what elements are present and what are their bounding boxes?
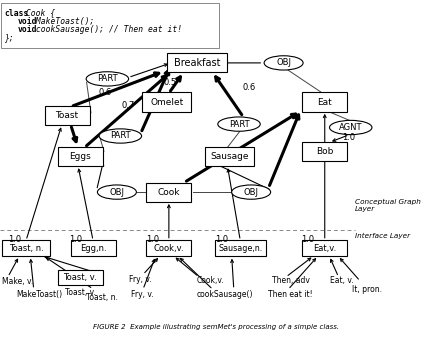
Text: Eat,v.: Eat,v. — [313, 244, 336, 253]
Text: Toast, n.: Toast, n. — [9, 244, 43, 253]
Text: Interface Layer: Interface Layer — [355, 233, 410, 239]
Text: Then eat it!: Then eat it! — [268, 290, 312, 299]
Text: 1.0: 1.0 — [215, 235, 228, 243]
Ellipse shape — [330, 120, 372, 135]
FancyBboxPatch shape — [302, 142, 347, 161]
Text: Sausage,n.: Sausage,n. — [218, 244, 262, 253]
FancyBboxPatch shape — [205, 147, 254, 166]
FancyBboxPatch shape — [1, 3, 219, 48]
Text: Then, adv: Then, adv — [272, 276, 310, 285]
Text: 0.5: 0.5 — [163, 78, 176, 87]
FancyBboxPatch shape — [302, 92, 347, 112]
FancyBboxPatch shape — [142, 92, 191, 112]
Text: MakeToast(): MakeToast() — [16, 290, 63, 299]
Text: Breakfast: Breakfast — [174, 58, 220, 68]
Text: };: }; — [4, 33, 14, 42]
Ellipse shape — [264, 56, 303, 70]
Text: 1.0: 1.0 — [146, 235, 159, 243]
Ellipse shape — [86, 72, 129, 86]
Text: void: void — [18, 17, 37, 26]
FancyBboxPatch shape — [58, 270, 103, 285]
Text: Toast: Toast — [55, 111, 79, 120]
Text: 1.0: 1.0 — [69, 235, 82, 243]
Text: FIGURE 2  Example illustrating semMet's processing of a simple class.: FIGURE 2 Example illustrating semMet's p… — [94, 324, 339, 330]
Text: 0.6: 0.6 — [243, 83, 256, 92]
Text: AGNT: AGNT — [339, 123, 362, 132]
Text: OBJ: OBJ — [244, 188, 259, 197]
Text: Cook: Cook — [158, 188, 180, 197]
Text: Cook,v.: Cook,v. — [197, 276, 225, 285]
Text: Eat: Eat — [317, 98, 332, 106]
FancyBboxPatch shape — [146, 240, 191, 256]
Text: PART: PART — [110, 132, 131, 140]
Text: Make, v.: Make, v. — [2, 277, 33, 286]
Ellipse shape — [97, 185, 136, 199]
FancyBboxPatch shape — [45, 106, 90, 125]
Text: OBJ: OBJ — [110, 188, 124, 197]
Text: 1.0: 1.0 — [342, 133, 355, 142]
Text: Egg,n.: Egg,n. — [80, 244, 107, 253]
FancyBboxPatch shape — [58, 147, 103, 166]
Text: Conceptual Graph
Layer: Conceptual Graph Layer — [355, 199, 421, 212]
Text: MakeToast();: MakeToast(); — [31, 17, 95, 26]
Text: Toast, n.: Toast, n. — [86, 293, 118, 302]
Text: Eggs: Eggs — [69, 152, 91, 161]
Text: 0.7: 0.7 — [121, 101, 134, 110]
FancyBboxPatch shape — [71, 240, 116, 256]
Text: Cook,v.: Cook,v. — [154, 244, 184, 253]
Text: It, pron.: It, pron. — [352, 285, 381, 294]
Text: void: void — [18, 25, 37, 34]
Text: 1.0: 1.0 — [301, 235, 314, 243]
Text: Bob: Bob — [316, 147, 333, 156]
Text: Toast, v.: Toast, v. — [63, 273, 97, 282]
FancyBboxPatch shape — [215, 240, 266, 256]
Text: 0.6: 0.6 — [99, 88, 112, 97]
Text: Fry, v.: Fry, v. — [129, 275, 152, 284]
Ellipse shape — [218, 117, 260, 131]
Text: cookSausage(); // Then eat it!: cookSausage(); // Then eat it! — [31, 25, 182, 34]
Text: 1.0: 1.0 — [8, 235, 21, 243]
Text: class: class — [4, 8, 29, 17]
Text: PART: PART — [229, 120, 249, 129]
FancyBboxPatch shape — [146, 183, 191, 202]
Text: Cook {: Cook { — [21, 8, 55, 17]
Text: PART: PART — [97, 74, 118, 83]
Text: Fry, v.: Fry, v. — [131, 290, 154, 299]
Text: Toast, v.: Toast, v. — [65, 288, 96, 297]
Text: Sausage: Sausage — [210, 152, 249, 161]
Text: Omelet: Omelet — [150, 98, 183, 106]
Text: Eat, v.: Eat, v. — [330, 276, 354, 285]
Ellipse shape — [232, 185, 271, 199]
FancyBboxPatch shape — [3, 240, 49, 256]
FancyBboxPatch shape — [167, 53, 227, 72]
Text: OBJ: OBJ — [276, 58, 291, 67]
Text: cookSausage(): cookSausage() — [197, 290, 253, 299]
Ellipse shape — [99, 129, 142, 143]
FancyBboxPatch shape — [302, 240, 347, 256]
